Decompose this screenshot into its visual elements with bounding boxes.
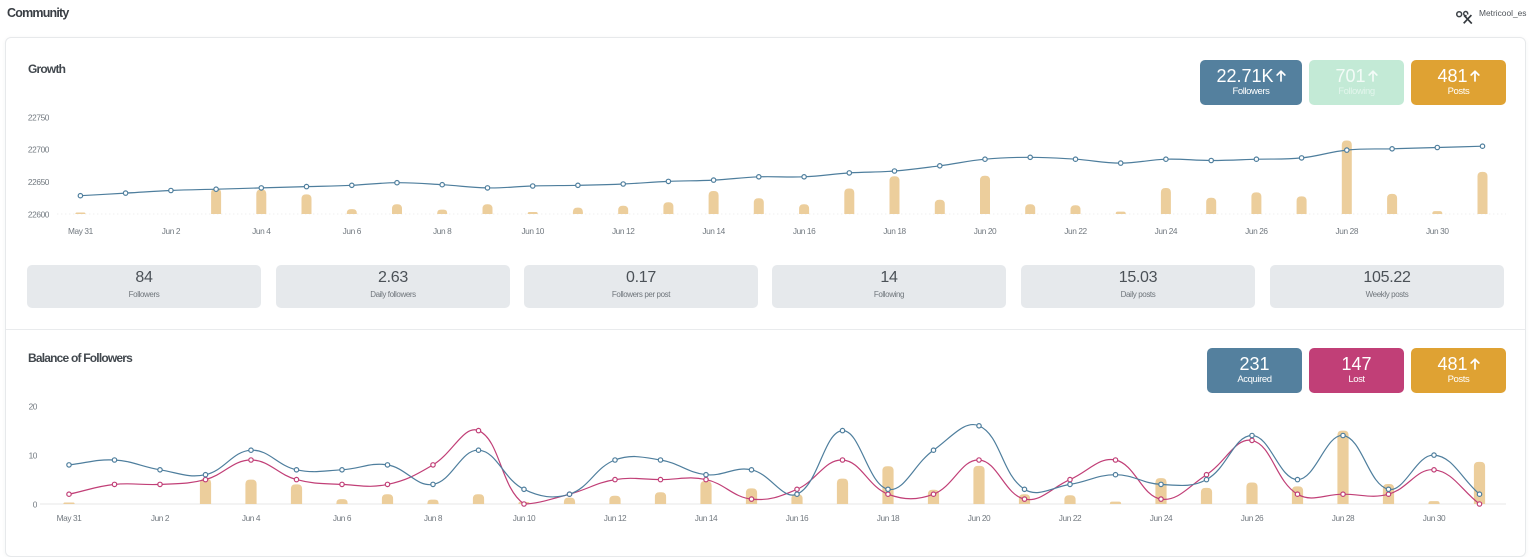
svg-text:Jun 10: Jun 10 xyxy=(521,226,544,236)
svg-text:22650: 22650 xyxy=(28,177,50,187)
svg-text:Jun 12: Jun 12 xyxy=(612,226,635,236)
svg-text:Jun 20: Jun 20 xyxy=(968,513,991,523)
svg-text:Jun 8: Jun 8 xyxy=(433,226,452,236)
svg-text:22600: 22600 xyxy=(28,210,50,220)
svg-text:Jun 24: Jun 24 xyxy=(1150,513,1173,523)
svg-text:Jun 22: Jun 22 xyxy=(1064,226,1087,236)
svg-text:22750: 22750 xyxy=(28,112,50,122)
svg-text:Jun 10: Jun 10 xyxy=(513,513,536,523)
svg-text:Jun 20: Jun 20 xyxy=(974,226,997,236)
svg-text:Jun 28: Jun 28 xyxy=(1332,513,1355,523)
svg-text:Jun 14: Jun 14 xyxy=(702,226,725,236)
svg-text:0: 0 xyxy=(33,499,38,509)
svg-text:10: 10 xyxy=(29,451,38,461)
svg-text:Jun 28: Jun 28 xyxy=(1336,226,1359,236)
svg-text:20: 20 xyxy=(29,401,38,411)
svg-text:Jun 14: Jun 14 xyxy=(695,513,718,523)
svg-text:Jun 12: Jun 12 xyxy=(604,513,627,523)
svg-text:May 31: May 31 xyxy=(68,226,94,236)
svg-text:Jun 2: Jun 2 xyxy=(162,226,181,236)
svg-text:Jun 30: Jun 30 xyxy=(1426,226,1449,236)
svg-text:May 31: May 31 xyxy=(57,513,83,523)
svg-text:Jun 22: Jun 22 xyxy=(1059,513,1082,523)
svg-text:Jun 16: Jun 16 xyxy=(786,513,809,523)
svg-text:Jun 4: Jun 4 xyxy=(252,226,271,236)
svg-text:Jun 26: Jun 26 xyxy=(1245,226,1268,236)
svg-text:Jun 16: Jun 16 xyxy=(793,226,816,236)
svg-text:Jun 4: Jun 4 xyxy=(242,513,261,523)
svg-text:Jun 26: Jun 26 xyxy=(1241,513,1264,523)
svg-text:Jun 2: Jun 2 xyxy=(151,513,170,523)
svg-text:22700: 22700 xyxy=(28,145,50,155)
svg-text:Jun 6: Jun 6 xyxy=(333,513,352,523)
svg-text:Jun 24: Jun 24 xyxy=(1155,226,1178,236)
svg-text:Jun 30: Jun 30 xyxy=(1423,513,1446,523)
svg-text:Jun 8: Jun 8 xyxy=(424,513,443,523)
svg-text:Jun 18: Jun 18 xyxy=(883,226,906,236)
svg-text:Jun 18: Jun 18 xyxy=(877,513,900,523)
svg-text:Jun 6: Jun 6 xyxy=(343,226,362,236)
